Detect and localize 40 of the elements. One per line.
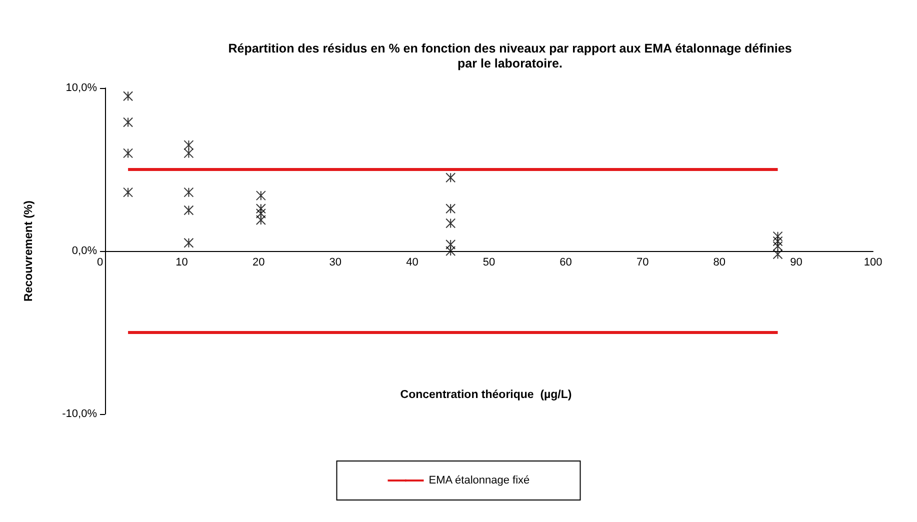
- x-tick-label: 60: [560, 256, 572, 268]
- point: [446, 218, 456, 228]
- point: [184, 148, 194, 158]
- point: [256, 190, 266, 201]
- legend-label: EMA étalonnage fixé: [428, 474, 530, 486]
- point: [123, 148, 134, 158]
- point: [184, 205, 194, 216]
- point: [446, 204, 456, 214]
- x-tick-label: 90: [790, 256, 802, 268]
- point: [184, 140, 194, 150]
- x-tick-label: 80: [713, 256, 726, 268]
- x-tick-label: 70: [636, 256, 649, 268]
- y-tick-label: 10,0%: [66, 82, 98, 94]
- point: [772, 231, 783, 242]
- point: [184, 238, 194, 248]
- point: [184, 187, 194, 198]
- point: [772, 241, 783, 252]
- point: [772, 249, 783, 260]
- point: [256, 208, 266, 219]
- x-tick-label: 20: [252, 256, 265, 268]
- point: [772, 236, 783, 246]
- x-tick-label: 100: [864, 256, 882, 268]
- point: [123, 117, 134, 128]
- x-tick-label: 30: [329, 256, 342, 268]
- y-axis-title: Recouvrement (%): [23, 200, 35, 302]
- x-axis-title: Concentration théorique (µg/L): [400, 389, 572, 401]
- x-tick-label: 10: [176, 256, 188, 268]
- point: [256, 204, 266, 214]
- point: [446, 172, 456, 183]
- point: [446, 239, 456, 250]
- point: [256, 215, 266, 226]
- point: [446, 246, 456, 256]
- y-tick-label: 0,0%: [72, 245, 98, 257]
- y-tick-label: -10,0%: [62, 408, 98, 420]
- chart-title: Répartition des résidus en % en fonction des niveaux par rapport aux EMA étalonnage définies par le laboratoire.: [228, 42, 792, 70]
- x-tick-label: 40: [406, 256, 418, 268]
- x-tick-label: 0: [96, 256, 104, 268]
- point: [123, 91, 134, 102]
- point: [123, 187, 134, 198]
- x-tick-label: 50: [482, 256, 496, 268]
